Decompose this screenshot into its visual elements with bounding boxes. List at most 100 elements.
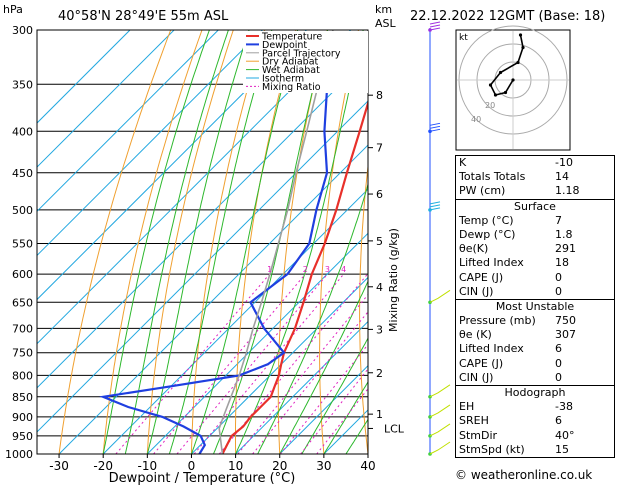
temperature-tick-label: 40 bbox=[360, 459, 375, 473]
pressure-tick-label: 300 bbox=[12, 24, 33, 37]
mixing-ratio-label: 2 bbox=[303, 265, 308, 274]
most-unstable-title: Most Unstable bbox=[456, 298, 614, 314]
legend-label: Dry Adiabat bbox=[262, 57, 319, 68]
dry-adiabat-line bbox=[146, 30, 234, 454]
wet-adiabat-line bbox=[124, 30, 229, 454]
pressure-tick-label: 900 bbox=[12, 411, 33, 424]
legend-label: Mixing Ratio bbox=[262, 82, 321, 93]
dry-adiabat-line bbox=[277, 30, 328, 454]
mixing-ratio-label: 3 bbox=[325, 265, 330, 274]
stat-row: CAPE (J) 0 bbox=[456, 271, 614, 285]
asl-unit: ASL bbox=[375, 17, 397, 30]
wind-barb bbox=[429, 128, 441, 132]
km-tick-label: 4 bbox=[376, 281, 383, 294]
location-title: 40°58'N 28°49'E 55m ASL bbox=[58, 9, 229, 24]
thermo-lines bbox=[37, 30, 421, 454]
stat-value: 15 bbox=[555, 442, 569, 456]
y-axis-label: Mixing Ratio (g/kg) bbox=[387, 228, 400, 332]
wind-barb bbox=[429, 404, 451, 418]
stat-label: CIN (J) bbox=[459, 370, 494, 384]
wind-barb bbox=[429, 125, 441, 129]
isotherm-line bbox=[279, 364, 368, 454]
dewpoint-profile bbox=[99, 38, 368, 454]
temperature-profile bbox=[221, 99, 368, 454]
wind-barb bbox=[429, 441, 451, 455]
stat-label: Lifted Index bbox=[459, 256, 524, 270]
mixing-ratio-line bbox=[115, 273, 270, 454]
stat-row: PW (cm) 1.18 bbox=[456, 184, 614, 198]
stat-row: CIN (J) 0 bbox=[456, 371, 614, 385]
wet-adiabat-line bbox=[102, 30, 210, 454]
stat-label: EH bbox=[459, 400, 475, 414]
surface-block: Temp (°C) 7 Dewp (°C) 1.8 θe(K) 291 Lifted Ind… bbox=[456, 214, 614, 299]
wet-adiabat-line bbox=[301, 337, 368, 454]
indices-block: K -10 Totals Totals 14 PW (cm) 1.18 bbox=[456, 156, 614, 199]
wind-barb bbox=[429, 122, 441, 126]
isotherm-line bbox=[146, 232, 368, 454]
dry-adiabat-line bbox=[58, 30, 172, 454]
stats-panel: K -10 Totals Totals 14 PW (cm) 1.18 Surface T… bbox=[455, 155, 615, 458]
km-tick-label: 7 bbox=[376, 142, 383, 155]
stat-label: CIN (J) bbox=[459, 284, 494, 298]
hodograph-trace bbox=[489, 34, 524, 96]
isotherm-line bbox=[37, 30, 263, 257]
stat-row: SREH 6 bbox=[456, 414, 614, 428]
wind-barb bbox=[429, 423, 451, 437]
km-tick-label: 3 bbox=[376, 323, 383, 336]
stat-label: Lifted Index bbox=[459, 342, 524, 356]
stat-row: Totals Totals 14 bbox=[456, 170, 614, 184]
stat-row: StmDir 40° bbox=[456, 429, 614, 443]
dry-adiabat-line bbox=[398, 30, 421, 454]
stat-label: θe(K) bbox=[459, 242, 489, 256]
wet-adiabat-line bbox=[146, 30, 250, 454]
most-unstable-block: Pressure (mb) 750 θe (K) 307 Lifted Index 6 CA… bbox=[456, 314, 614, 385]
mixing-ratio-line bbox=[300, 368, 368, 454]
stat-value: 291 bbox=[555, 242, 576, 256]
stat-value: 307 bbox=[555, 328, 576, 342]
dry-adiabat-line bbox=[319, 30, 359, 454]
km-tick-label: 8 bbox=[376, 89, 383, 102]
pressure-tick-label: 800 bbox=[12, 369, 33, 382]
x-axis-label: Dewpoint / Temperature (°C) bbox=[109, 471, 296, 486]
temperature-tick-label: 30 bbox=[316, 459, 331, 473]
hodograph-unit: kt bbox=[459, 33, 468, 43]
wet-adiabat-line bbox=[168, 30, 273, 454]
temperature-tick-label: 0 bbox=[188, 459, 196, 473]
mixing-ratio-line bbox=[252, 311, 368, 454]
stat-label: K bbox=[459, 156, 467, 169]
wind-barb bbox=[429, 201, 441, 205]
stat-value: 40° bbox=[555, 428, 575, 442]
stat-label: SREH bbox=[459, 414, 489, 428]
legend-box bbox=[243, 31, 368, 93]
wet-adiabat-line bbox=[257, 182, 368, 454]
hodograph: kt 20 40 bbox=[455, 25, 571, 151]
stat-value: -10 bbox=[555, 156, 573, 169]
hodograph-ring-label: 20 bbox=[485, 101, 495, 110]
hodograph-point bbox=[498, 70, 503, 75]
hpa-unit: hPa bbox=[3, 3, 23, 16]
dry-adiabat-line bbox=[191, 30, 266, 454]
pressure-tick-label: 950 bbox=[12, 430, 33, 443]
mixing-ratio-line bbox=[316, 387, 368, 454]
stat-label: Temp (°C) bbox=[459, 213, 514, 227]
lcl-label: LCL bbox=[384, 422, 405, 435]
stat-label: θe (K) bbox=[459, 328, 492, 342]
stat-label: Dewp (°C) bbox=[459, 227, 516, 241]
legend-label: Dewpoint bbox=[262, 40, 307, 51]
mixing-ratio-line bbox=[153, 273, 306, 454]
stat-label: Pressure (mb) bbox=[459, 314, 536, 328]
mixing-ratio-label: 1 bbox=[267, 265, 272, 274]
stat-value: 0 bbox=[555, 284, 562, 298]
wet-adiabat-line bbox=[191, 30, 299, 454]
stat-row: Dewp (°C) 1.8 bbox=[456, 228, 614, 242]
stat-value: 14 bbox=[555, 170, 569, 184]
hodograph-point bbox=[516, 60, 520, 65]
temperature-tick-label: -30 bbox=[49, 459, 69, 473]
wind-barb bbox=[429, 384, 451, 398]
dry-adiabat-line bbox=[359, 162, 368, 454]
wind-barb bbox=[429, 204, 441, 208]
pressure-tick-label: 650 bbox=[12, 296, 33, 309]
isotherm-line bbox=[37, 30, 131, 124]
wind-barb bbox=[429, 21, 441, 25]
